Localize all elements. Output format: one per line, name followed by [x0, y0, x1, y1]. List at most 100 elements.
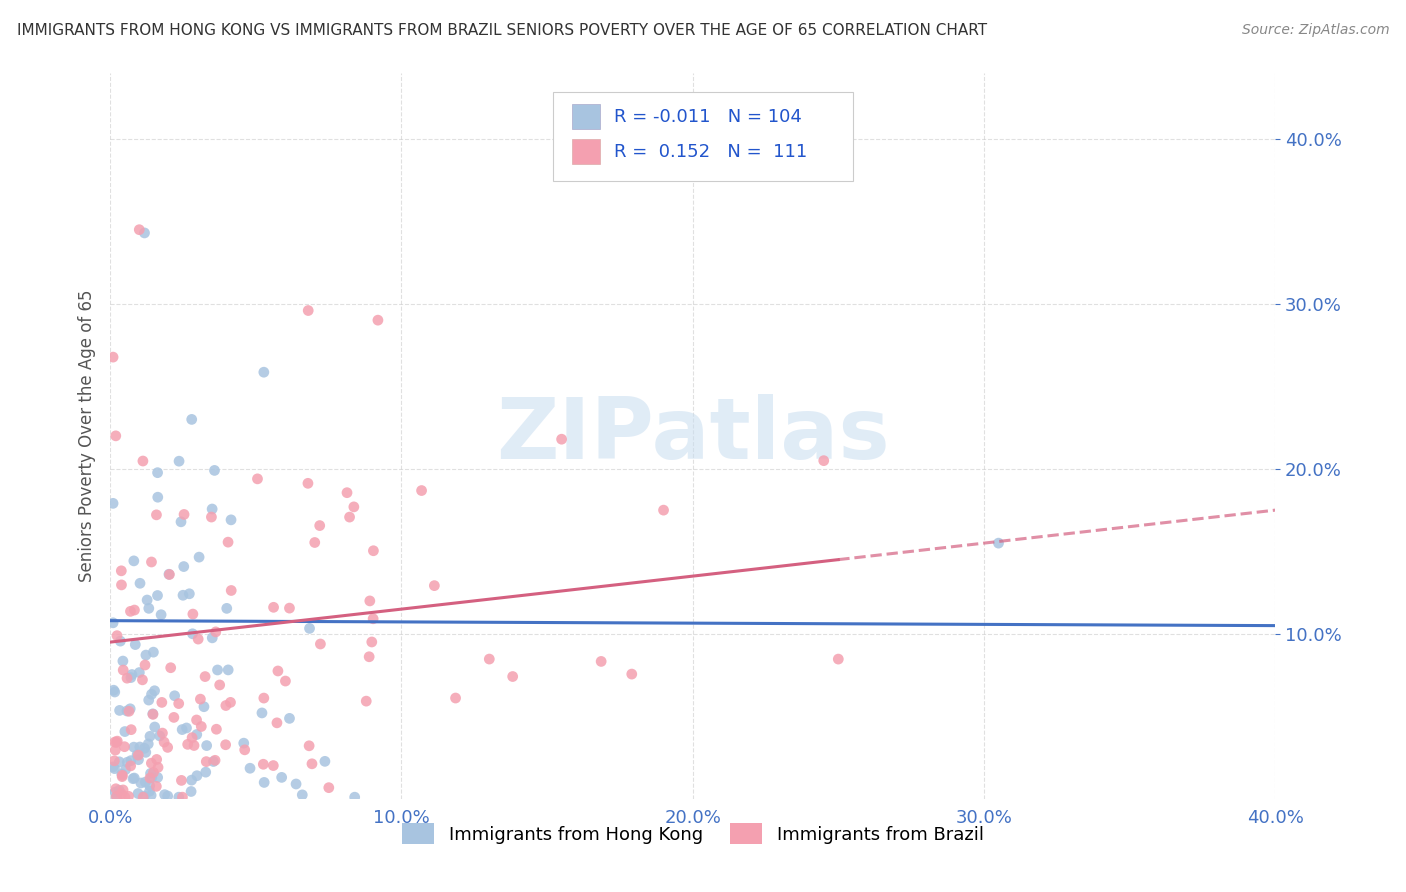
Point	[217, 535, 239, 549]
Point	[217, 663, 239, 677]
Point	[139, 771, 162, 785]
Point	[278, 711, 301, 725]
Text: ZIPatlas: ZIPatlas	[496, 394, 890, 477]
Point	[550, 432, 572, 446]
Point	[141, 555, 163, 569]
Point	[190, 719, 212, 733]
Point	[149, 729, 172, 743]
Point	[141, 687, 163, 701]
Point	[267, 664, 290, 678]
Point	[200, 510, 222, 524]
Point	[108, 703, 131, 717]
Point	[110, 578, 132, 592]
Point	[104, 785, 127, 799]
Point	[159, 661, 181, 675]
Point	[301, 756, 323, 771]
Point	[103, 683, 125, 698]
Point	[186, 713, 208, 727]
Point	[291, 788, 314, 802]
Point	[146, 490, 169, 504]
Point	[202, 755, 225, 769]
Point	[253, 365, 276, 379]
Point	[120, 754, 142, 768]
Point	[104, 429, 127, 443]
Point	[181, 627, 204, 641]
Point	[215, 698, 238, 713]
Point	[101, 496, 124, 510]
Point	[194, 669, 217, 683]
Point	[117, 789, 139, 804]
Point	[343, 500, 366, 514]
Point	[250, 706, 273, 720]
Point	[146, 589, 169, 603]
Point	[233, 743, 256, 757]
Point	[172, 723, 194, 737]
Point	[150, 695, 173, 709]
Point	[190, 692, 212, 706]
Point	[180, 784, 202, 798]
Point	[232, 736, 254, 750]
Text: Source: ZipAtlas.com: Source: ZipAtlas.com	[1241, 23, 1389, 37]
Point	[117, 756, 139, 770]
Point	[591, 655, 613, 669]
Point	[136, 593, 159, 607]
Point	[297, 303, 319, 318]
Point	[105, 629, 128, 643]
Point	[179, 587, 201, 601]
Point	[361, 612, 384, 626]
Point	[219, 695, 242, 709]
Point	[110, 634, 132, 648]
Point	[122, 772, 145, 786]
Point	[145, 752, 167, 766]
Point	[104, 735, 127, 749]
Point	[105, 735, 128, 749]
Point	[120, 723, 142, 737]
Point	[181, 731, 204, 745]
Point	[142, 706, 165, 721]
Text: R =  0.152   N =  111: R = 0.152 N = 111	[614, 143, 807, 161]
Point	[105, 789, 128, 804]
Point	[138, 693, 160, 707]
Text: IMMIGRANTS FROM HONG KONG VS IMMIGRANTS FROM BRAZIL SENIORS POVERTY OVER THE AGE: IMMIGRANTS FROM HONG KONG VS IMMIGRANTS …	[17, 23, 987, 38]
Point	[142, 707, 165, 722]
Point	[263, 600, 285, 615]
Point	[359, 649, 381, 664]
Point	[411, 483, 433, 498]
Point	[180, 412, 202, 426]
Point	[134, 789, 156, 804]
Point	[170, 773, 193, 788]
Point	[120, 604, 142, 618]
Point	[314, 755, 336, 769]
Point	[304, 535, 326, 549]
Point	[274, 674, 297, 689]
Point	[121, 667, 143, 681]
Point	[181, 607, 204, 621]
Point	[167, 697, 190, 711]
Point	[652, 503, 675, 517]
Point	[150, 607, 173, 622]
Point	[101, 350, 124, 364]
Point	[987, 536, 1010, 550]
Point	[186, 727, 208, 741]
Point	[156, 789, 179, 803]
Point	[143, 720, 166, 734]
Point	[285, 777, 308, 791]
Point	[187, 632, 209, 646]
Point	[298, 739, 321, 753]
Point	[145, 780, 167, 794]
Point	[114, 790, 136, 805]
Point	[204, 624, 226, 639]
Point	[278, 601, 301, 615]
Point	[138, 601, 160, 615]
Point	[111, 768, 134, 782]
Point	[111, 654, 134, 668]
Point	[141, 756, 163, 771]
Point	[124, 771, 146, 785]
Point	[103, 762, 125, 776]
Point	[201, 631, 224, 645]
Point	[176, 721, 198, 735]
Point	[195, 739, 218, 753]
Point	[108, 783, 131, 797]
Point	[152, 726, 174, 740]
Point	[215, 601, 238, 615]
